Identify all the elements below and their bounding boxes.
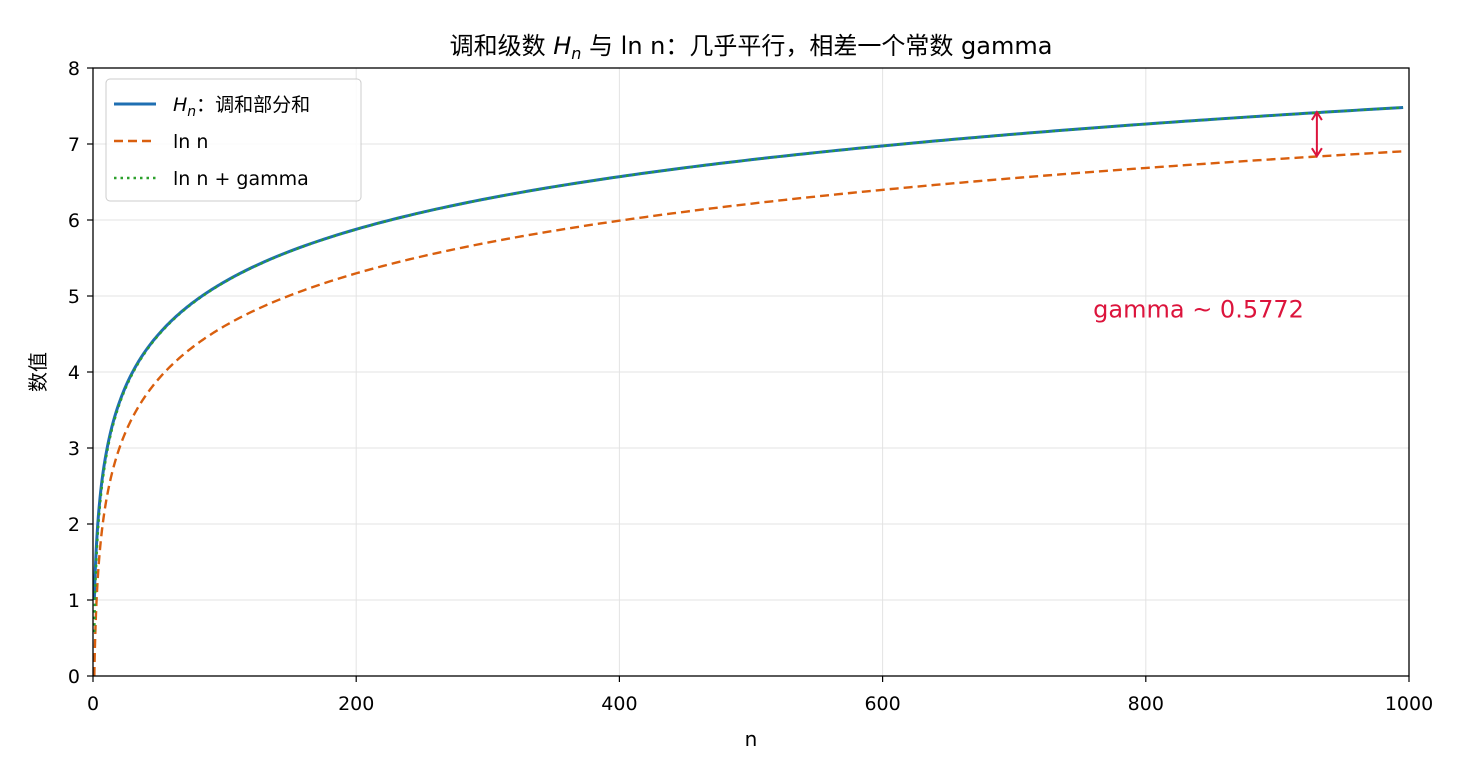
y-tick-label: 3: [68, 438, 80, 460]
y-tick-label: 6: [68, 210, 80, 232]
title-suffix: 与 ln n：几乎平行，相差一个常数 gamma: [581, 32, 1052, 60]
axis-ticks: 0 200 400 600 800 1000 0 1 2 3 4 5 6 7 8: [68, 58, 1433, 715]
series-line-2: [93, 150, 1404, 677]
series-group: [92, 105, 1404, 677]
title-symbol: H: [553, 32, 571, 60]
y-tick-label: 8: [68, 58, 80, 80]
y-axis-label: 数值: [26, 352, 50, 392]
legend-label-3: ln n + gamma: [173, 168, 309, 190]
x-tick-label: 800: [1128, 693, 1164, 715]
x-tick-label: 1000: [1385, 693, 1433, 715]
y-tick-label: 0: [68, 666, 80, 688]
gamma-arrow-head-down: [1311, 147, 1323, 159]
y-tick-label: 4: [68, 362, 80, 384]
legend-label-1: Hn：调和部分和: [173, 94, 310, 120]
gamma-arrow-head-up: [1311, 110, 1323, 121]
legend: Hn：调和部分和 ln n ln n + gamma: [105, 78, 362, 202]
y-tick-label: 1: [68, 590, 80, 612]
legend-label-2: ln n: [173, 131, 208, 153]
x-tick-label: 400: [601, 693, 637, 715]
x-axis-label: n: [745, 727, 758, 751]
y-tick-label: 5: [68, 286, 80, 308]
gamma-annotation: gamma ~ 0.5772: [1093, 295, 1304, 323]
x-tick-label: 0: [87, 693, 99, 715]
title-prefix: 调和级数: [450, 32, 554, 60]
y-tick-label: 2: [68, 514, 80, 536]
y-tick-label: 7: [68, 134, 80, 156]
x-tick-label: 200: [338, 693, 374, 715]
annotation-group: gamma ~ 0.5772: [1093, 110, 1323, 323]
legend-box: [105, 78, 362, 202]
x-tick-label: 600: [864, 693, 900, 715]
chart-title: 调和级数 Hn 与 ln n：几乎平行，相差一个常数 gamma: [450, 32, 1053, 63]
series-line-3: [93, 106, 1404, 633]
title-subscript: n: [571, 44, 581, 63]
